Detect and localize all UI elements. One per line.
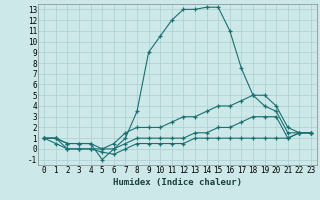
X-axis label: Humidex (Indice chaleur): Humidex (Indice chaleur)	[113, 178, 242, 187]
